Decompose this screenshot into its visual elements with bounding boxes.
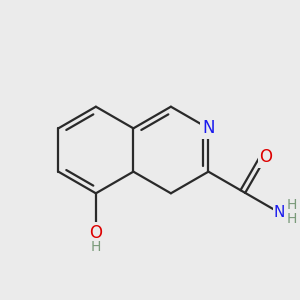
Text: N: N (274, 205, 285, 220)
Text: O: O (259, 148, 272, 166)
Text: O: O (89, 224, 102, 242)
Text: H: H (287, 198, 297, 212)
Text: H: H (91, 240, 101, 254)
Text: N: N (202, 119, 215, 137)
Text: H: H (287, 212, 297, 226)
